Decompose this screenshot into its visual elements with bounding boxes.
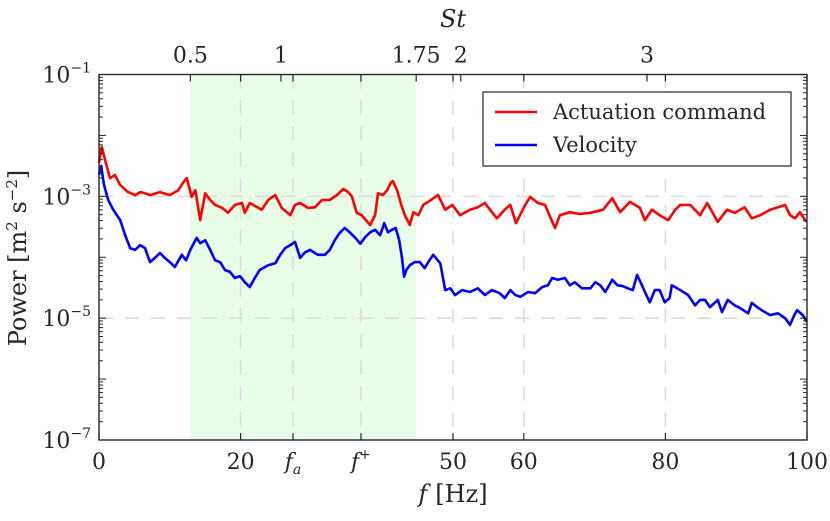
st-tick-label: 1.75 <box>392 44 441 69</box>
legend: Actuation command Velocity <box>482 91 792 167</box>
series-velocity <box>97 164 809 327</box>
st-tick-label: 2 <box>454 44 468 69</box>
x-tick-label: 80 <box>651 450 679 475</box>
legend-label-velocity: Velocity <box>552 133 637 157</box>
shaded-band <box>189 74 417 440</box>
top-axis-title: St <box>440 5 466 33</box>
y-tick-label: 10−7 <box>42 426 91 454</box>
data-series <box>97 145 809 327</box>
st-tick-label: 0.5 <box>173 44 208 69</box>
x-tick-label: f+ <box>349 447 371 475</box>
legend-label-actuation: Actuation command <box>552 100 766 124</box>
grid-lines <box>99 74 807 440</box>
shaded-strouhal-band <box>189 74 417 440</box>
legend-box <box>482 91 792 167</box>
y-axis-title: Power [m2 s−2] <box>3 170 32 347</box>
y-tick-label: 10−3 <box>42 182 91 210</box>
st-tick-label: 1 <box>274 44 288 69</box>
x-tick-label: 60 <box>510 450 538 475</box>
x-tick-label: 100 <box>786 450 828 475</box>
x-tick-label: 50 <box>439 450 467 475</box>
st-tick-label: 3 <box>640 44 654 69</box>
x-tick-label: 20 <box>227 450 255 475</box>
x-tick-label: 0 <box>92 450 106 475</box>
y-tick-label: 10−5 <box>42 304 91 332</box>
axis-ticks <box>98 74 808 441</box>
x-tick-label: fa <box>283 450 302 478</box>
y-tick-label: 10−1 <box>42 61 91 89</box>
x-axis-title: f [Hz] <box>416 480 487 508</box>
series-actuation-command <box>97 145 808 230</box>
tick-labels: 0 20 fa f+ 50 60 80 100 0.5 1 1.75 2 3 10−1 10−3 10−5 10… <box>42 44 828 479</box>
